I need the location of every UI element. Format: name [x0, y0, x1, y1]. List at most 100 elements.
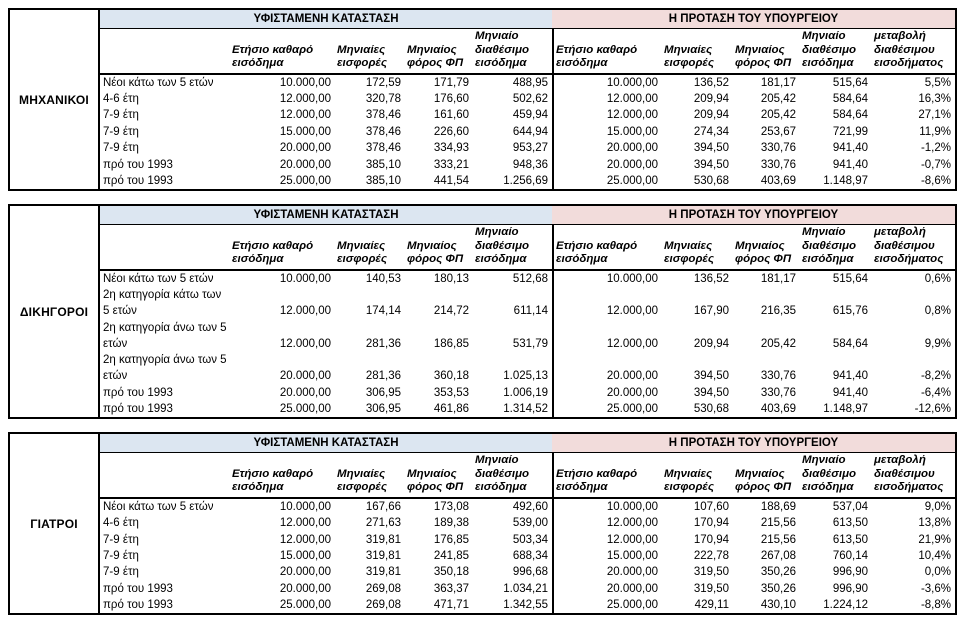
ministry-proposal-band: Η ΠΡΟΤΑΣΗ ΤΟΥ ΥΠΟΥΡΓΕΙΟΥ — [552, 434, 955, 453]
proposal-monthly-disposable-income: 1.224,12 — [823, 599, 868, 612]
current-monthly-tax: 186,85 — [433, 337, 469, 350]
proposal-monthly-disposable-income: 721,99 — [832, 125, 868, 138]
current-status-band: ΥΦΙΣΤΑΜΕΝΗ ΚΑΤΑΣΤΑΣΗ — [100, 206, 552, 225]
proposal-monthly-tax: 215,56 — [760, 517, 796, 530]
current-monthly-contributions: 378,46 — [365, 109, 401, 122]
ministry-proposal-band: Η ΠΡΟΤΑΣΗ ΤΟΥ ΥΠΟΥΡΓΕΙΟΥ — [552, 206, 955, 225]
corner-cell — [100, 453, 230, 499]
section-table: ΥΦΙΣΤΑΜΕΝΗ ΚΑΤΑΣΤΑΣΗ Η ΠΡΟΤΑΣΗ ΤΟΥ ΥΠΟΥΡ… — [100, 434, 955, 614]
col-header-current-income: Ετήσιο καθαρό εισόδημα — [230, 453, 335, 499]
current-status-band: ΥΦΙΣΤΑΜΕΝΗ ΚΑΤΑΣΤΑΣΗ — [100, 10, 552, 28]
col-header-current-income: Ετήσιο καθαρό εισόδημα — [230, 225, 335, 271]
band-row: ΥΦΙΣΤΑΜΕΝΗ ΚΑΤΑΣΤΑΣΗ Η ΠΡΟΤΑΣΗ ΤΟΥ ΥΠΟΥΡ… — [100, 206, 955, 226]
row-label: πρό του 1993 — [103, 386, 173, 399]
disposable-income-change-percent: 9,9% — [924, 337, 951, 350]
current-monthly-disposable-income: 1.006,19 — [503, 386, 548, 399]
current-status-band: ΥΦΙΣΤΑΜΕΝΗ ΚΑΤΑΣΤΑΣΗ — [100, 434, 552, 453]
proposal-monthly-tax: 330,76 — [760, 386, 796, 399]
row-label: πρό του 1993 — [103, 158, 173, 171]
proposal-monthly-tax: 330,76 — [760, 142, 796, 155]
current-monthly-tax: 173,08 — [433, 500, 469, 513]
col-header-proposal-income: Ετήσιο καθαρό εισόδημα — [552, 225, 662, 271]
col-header-current-tax: Μηνιαίος φόρος ΦΠ — [405, 29, 473, 75]
section-table: ΥΦΙΣΤΑΜΕΝΗ ΚΑΤΑΣΤΑΣΗ Η ΠΡΟΤΑΣΗ ΤΟΥ ΥΠΟΥΡ… — [100, 206, 955, 418]
disposable-income-change-percent: -8,8% — [920, 599, 951, 612]
current-monthly-tax: 180,13 — [433, 272, 469, 285]
proposal-monthly-disposable-income: 996,90 — [832, 566, 868, 579]
disposable-income-change-percent: -3,6% — [920, 582, 951, 595]
band-row: ΥΦΙΣΤΑΜΕΝΗ ΚΑΤΑΣΤΑΣΗ Η ΠΡΟΤΑΣΗ ΤΟΥ ΥΠΟΥΡ… — [100, 10, 955, 29]
proposal-monthly-contributions: 274,34 — [693, 125, 729, 138]
proposal-monthly-tax: 205,42 — [760, 93, 796, 106]
disposable-income-change-percent: -8,2% — [920, 370, 951, 383]
col-header-proposal-tax: Μηνιαίος φόρος ΦΠ — [733, 29, 800, 75]
current-monthly-contributions: 319,81 — [365, 566, 401, 579]
disposable-income-change-percent: 5,5% — [924, 76, 951, 89]
proposal-annual-net-income: 20.000,00 — [552, 140, 662, 157]
proposal-monthly-disposable-income: 615,76 — [832, 305, 868, 318]
current-annual-net-income: 12.000,00 — [279, 337, 331, 350]
section-doctors: ΓΙΑΤΡΟΙ ΥΦΙΣΤΑΜΕΝΗ ΚΑΤΑΣΤΑΣΗ Η ΠΡΟΤΑΣΗ Τ… — [8, 432, 957, 616]
row-label: 7-9 έτη — [103, 566, 139, 579]
current-monthly-disposable-income: 1.314,52 — [503, 402, 548, 415]
proposal-monthly-disposable-income: 941,40 — [832, 142, 868, 155]
proposal-monthly-contributions: 394,50 — [693, 142, 729, 155]
current-monthly-tax: 360,18 — [433, 370, 469, 383]
section-table: ΥΦΙΣΤΑΜΕΝΗ ΚΑΤΑΣΤΑΣΗ Η ΠΡΟΤΑΣΗ ΤΟΥ ΥΠΟΥΡ… — [100, 10, 955, 190]
proposal-monthly-contributions: 429,11 — [694, 599, 729, 612]
proposal-annual-net-income: 25.000,00 — [552, 596, 662, 614]
row-label: Νέοι κάτω των 5 ετών — [103, 500, 214, 513]
proposal-monthly-contributions: 394,50 — [693, 370, 729, 383]
current-annual-net-income: 12.000,00 — [279, 533, 331, 546]
disposable-income-change-percent: 13,8% — [918, 517, 951, 530]
proposal-monthly-tax: 403,69 — [760, 402, 796, 415]
proposal-monthly-tax: 181,17 — [760, 76, 796, 89]
proposal-monthly-contributions: 107,60 — [693, 500, 729, 513]
col-header-proposal-income: Ετήσιο καθαρό εισόδημα — [552, 453, 662, 499]
ministry-proposal-band: Η ΠΡΟΤΑΣΗ ΤΟΥ ΥΠΟΥΡΓΕΙΟΥ — [552, 10, 955, 28]
current-monthly-contributions: 319,81 — [365, 549, 401, 562]
proposal-annual-net-income: 12.000,00 — [552, 90, 662, 108]
current-annual-net-income: 25.000,00 — [279, 402, 331, 415]
current-monthly-tax: 363,37 — [433, 582, 469, 595]
current-monthly-contributions: 385,10 — [365, 158, 401, 171]
proposal-monthly-disposable-income: 941,40 — [832, 370, 868, 383]
row-label: 4-6 έτη — [103, 517, 139, 530]
proposal-annual-net-income: 12.000,00 — [552, 107, 662, 124]
proposal-monthly-contributions: 394,50 — [693, 386, 729, 399]
current-annual-net-income: 20.000,00 — [279, 370, 331, 383]
current-monthly-contributions: 385,10 — [365, 175, 401, 188]
proposal-monthly-disposable-income: 584,64 — [832, 109, 868, 122]
proposal-monthly-disposable-income: 941,40 — [832, 158, 868, 171]
current-monthly-disposable-income: 611,14 — [513, 305, 548, 318]
proposal-annual-net-income: 15.000,00 — [552, 547, 662, 565]
col-header-proposal-contributions: Μηνιαίες εισφορές — [662, 453, 733, 499]
current-monthly-disposable-income: 1.256,69 — [503, 175, 548, 188]
current-monthly-contributions: 320,78 — [365, 93, 401, 106]
current-annual-net-income: 15.000,00 — [279, 549, 331, 562]
col-header-change: μεταβολή διαθέσιμου εισοδήματος — [872, 29, 955, 75]
row-label: 4-6 έτη — [103, 93, 139, 106]
col-header-proposal-disposable: Μηνιαίο διαθέσιμο εισόδημα — [800, 453, 872, 499]
current-annual-net-income: 10.000,00 — [279, 500, 331, 513]
current-monthly-contributions: 306,95 — [365, 402, 401, 415]
proposal-monthly-contributions: 167,90 — [693, 305, 729, 318]
current-monthly-contributions: 281,36 — [365, 337, 401, 350]
current-monthly-contributions: 378,46 — [365, 125, 401, 138]
current-monthly-tax: 441,54 — [433, 175, 469, 188]
disposable-income-change-percent: -1,2% — [920, 142, 951, 155]
current-monthly-disposable-income: 488,95 — [512, 76, 548, 89]
proposal-monthly-contributions: 170,94 — [693, 517, 729, 530]
proposal-monthly-tax: 350,26 — [760, 566, 796, 579]
col-header-current-tax: Μηνιαίος φόρος ΦΠ — [405, 225, 473, 271]
current-monthly-disposable-income: 512,68 — [512, 272, 548, 285]
proposal-annual-net-income: 20.000,00 — [552, 351, 662, 385]
current-monthly-tax: 333,21 — [433, 158, 469, 171]
proposal-monthly-contributions: 394,50 — [693, 158, 729, 171]
proposal-monthly-tax: 181,17 — [760, 272, 796, 285]
proposal-monthly-tax: 216,35 — [760, 305, 796, 318]
current-monthly-contributions: 378,46 — [365, 142, 401, 155]
proposal-monthly-tax: 205,42 — [760, 337, 796, 350]
disposable-income-change-percent: 21,9% — [918, 533, 951, 546]
